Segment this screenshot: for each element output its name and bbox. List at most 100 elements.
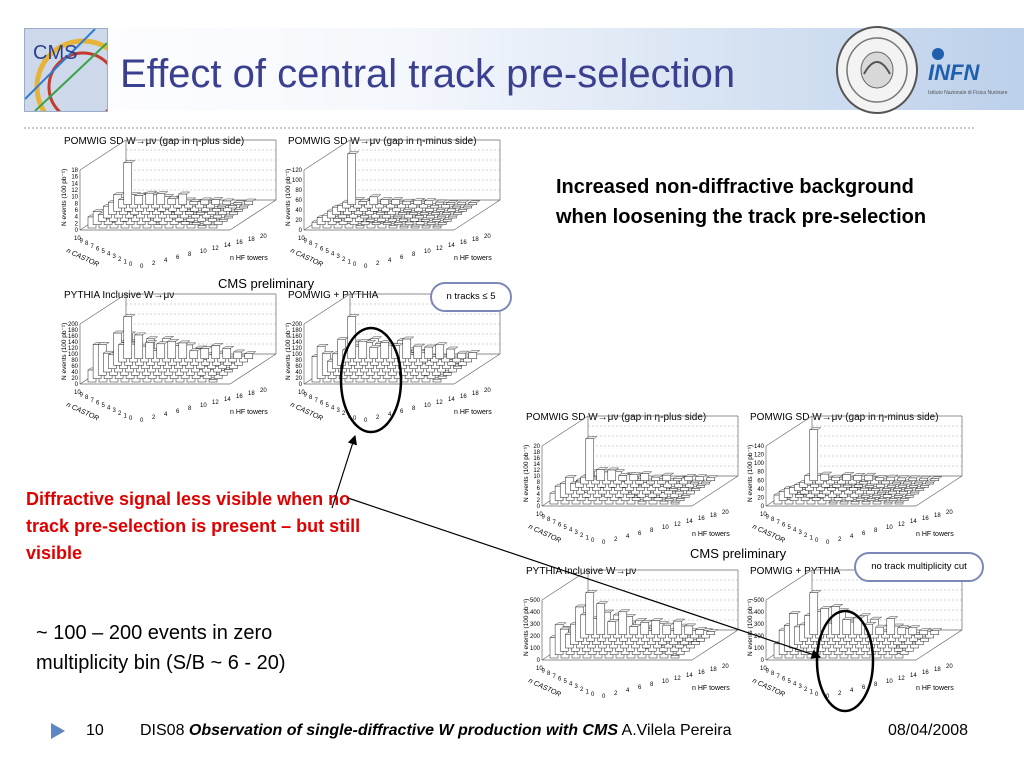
castor-tick-label: 1 bbox=[586, 689, 590, 695]
castor-tick-label: 3 bbox=[113, 254, 117, 260]
y-tick-label: 60 bbox=[295, 198, 302, 204]
castor-tick-label: 8 bbox=[85, 395, 89, 401]
y-tick-label: 40 bbox=[71, 370, 78, 376]
lego-bar bbox=[809, 427, 822, 481]
frame-line bbox=[453, 353, 501, 385]
lego-bar bbox=[211, 197, 224, 205]
lego-bar bbox=[145, 340, 158, 359]
y-tick-label: 14 bbox=[71, 181, 78, 187]
hf-tick-label: 16 bbox=[236, 240, 243, 246]
y-tick-label: 20 bbox=[71, 376, 78, 382]
y-tick-label: 20 bbox=[533, 444, 540, 450]
hf-tick-label: 6 bbox=[862, 531, 866, 537]
hf-tick-label: 2 bbox=[838, 691, 842, 697]
castor-tick-label: 10 bbox=[74, 390, 81, 396]
frame-line bbox=[303, 293, 351, 325]
castor-tick-label: 3 bbox=[113, 408, 117, 414]
castor-tick-label: 8 bbox=[547, 671, 551, 677]
hf-tick-label: 0 bbox=[602, 694, 606, 700]
castor-tick-label: 1 bbox=[124, 259, 128, 265]
lego-bar bbox=[585, 436, 598, 481]
lego-bar bbox=[200, 346, 213, 359]
castor-tick-label: 7 bbox=[777, 674, 781, 680]
y-axis-label: N events (100 pb⁻¹) bbox=[61, 323, 68, 380]
lego-bar bbox=[134, 332, 147, 359]
hf-tick-label: 2 bbox=[614, 691, 618, 697]
y-tick-label: 200 bbox=[530, 634, 541, 640]
lego-bar bbox=[640, 620, 653, 635]
hf-axis-label: n HF towers bbox=[454, 409, 492, 416]
castor-tick-label: 5 bbox=[788, 679, 792, 685]
hf-tick-label: 20 bbox=[722, 510, 729, 516]
cms-preliminary-label-bottom: CMS preliminary bbox=[690, 546, 787, 561]
y-tick-label: 140 bbox=[68, 340, 79, 346]
hf-tick-label: 14 bbox=[224, 243, 231, 249]
castor-tick-label: 4 bbox=[107, 252, 111, 258]
footer-text: DIS08 Observation of single-diffractive … bbox=[140, 722, 732, 740]
frame-line bbox=[541, 415, 589, 447]
infn-logo-text: INFN bbox=[928, 60, 980, 85]
lego-bar bbox=[706, 629, 719, 635]
castor-tick-label: 0 bbox=[129, 262, 133, 268]
hf-tick-label: 10 bbox=[200, 403, 207, 409]
bullet-diffractive-signal: Diffractive signal less visible when no … bbox=[26, 489, 361, 563]
hf-tick-label: 4 bbox=[388, 412, 392, 418]
figure-top-panel-4: POMWIG + PYTHIA 0 20 40 60 80 100 120 140 160 180 2… bbox=[282, 290, 512, 430]
hf-tick-label: 18 bbox=[710, 513, 717, 519]
castor-tick-label: 6 bbox=[558, 522, 562, 528]
frame-line bbox=[229, 353, 277, 385]
bullet-event-count: ~ 100 – 200 events in zero multiplicity … bbox=[36, 622, 286, 674]
lego-bar bbox=[651, 618, 664, 635]
y-tick-label: 180 bbox=[68, 328, 79, 334]
cms-logo-graphic: CMS bbox=[25, 29, 107, 111]
y-axis-label: N events (100 pb⁻¹) bbox=[747, 445, 754, 502]
castor-tick-label: 3 bbox=[575, 530, 579, 536]
lego-bar bbox=[919, 475, 932, 481]
castor-tick-label: 0 bbox=[591, 538, 595, 544]
lego-bar bbox=[123, 314, 136, 359]
lego-bar bbox=[618, 473, 631, 481]
hf-axis-label: n HF towers bbox=[230, 409, 268, 416]
hf-tick-label: 8 bbox=[650, 682, 654, 688]
infn-logo-graphic: INFN Istituto Nazionale di Fisica Nuclea… bbox=[928, 48, 1008, 96]
castor-tick-label: 5 bbox=[326, 249, 330, 255]
y-axis-label: N events (100 pb⁻¹) bbox=[285, 169, 292, 226]
lego-bar bbox=[809, 590, 822, 635]
castor-tick-label: 9 bbox=[542, 515, 546, 521]
castor-tick-label: 4 bbox=[331, 252, 335, 258]
lego-bar bbox=[695, 474, 708, 481]
hf-tick-label: 16 bbox=[460, 394, 467, 400]
y-tick-label: 0 bbox=[537, 658, 541, 664]
frame-line bbox=[915, 629, 963, 661]
lego-bar bbox=[864, 622, 877, 635]
lego-bar bbox=[178, 340, 191, 359]
y-tick-label: 10 bbox=[71, 195, 78, 201]
hf-tick-label: 12 bbox=[898, 676, 905, 682]
lego-bar bbox=[908, 625, 921, 635]
lego-bar bbox=[618, 609, 631, 635]
lego-bar bbox=[886, 616, 899, 635]
y-tick-label: 80 bbox=[295, 358, 302, 364]
lego-bar bbox=[167, 339, 180, 359]
hf-tick-label: 10 bbox=[662, 679, 669, 685]
castor-tick-label: 5 bbox=[102, 249, 106, 255]
hf-tick-label: 6 bbox=[400, 255, 404, 261]
lego-bar bbox=[695, 627, 708, 635]
hf-tick-label: 0 bbox=[826, 540, 830, 546]
hf-tick-label: 14 bbox=[224, 397, 231, 403]
castor-tick-label: 3 bbox=[799, 530, 803, 536]
lego-bar bbox=[596, 601, 609, 635]
hf-tick-label: 12 bbox=[212, 246, 219, 252]
hf-tick-label: 14 bbox=[910, 519, 917, 525]
hf-tick-label: 20 bbox=[946, 510, 953, 516]
panel-title: POMWIG + PYTHIA bbox=[288, 290, 379, 301]
hf-tick-label: 8 bbox=[874, 528, 878, 534]
castor-tick-label: 9 bbox=[304, 239, 308, 245]
castor-tick-label: 7 bbox=[91, 398, 95, 404]
castor-tick-label: 9 bbox=[542, 669, 546, 675]
castor-tick-label: 1 bbox=[124, 413, 128, 419]
panel-title: POMWIG SD W→μν (gap in η-minus side) bbox=[750, 412, 939, 423]
